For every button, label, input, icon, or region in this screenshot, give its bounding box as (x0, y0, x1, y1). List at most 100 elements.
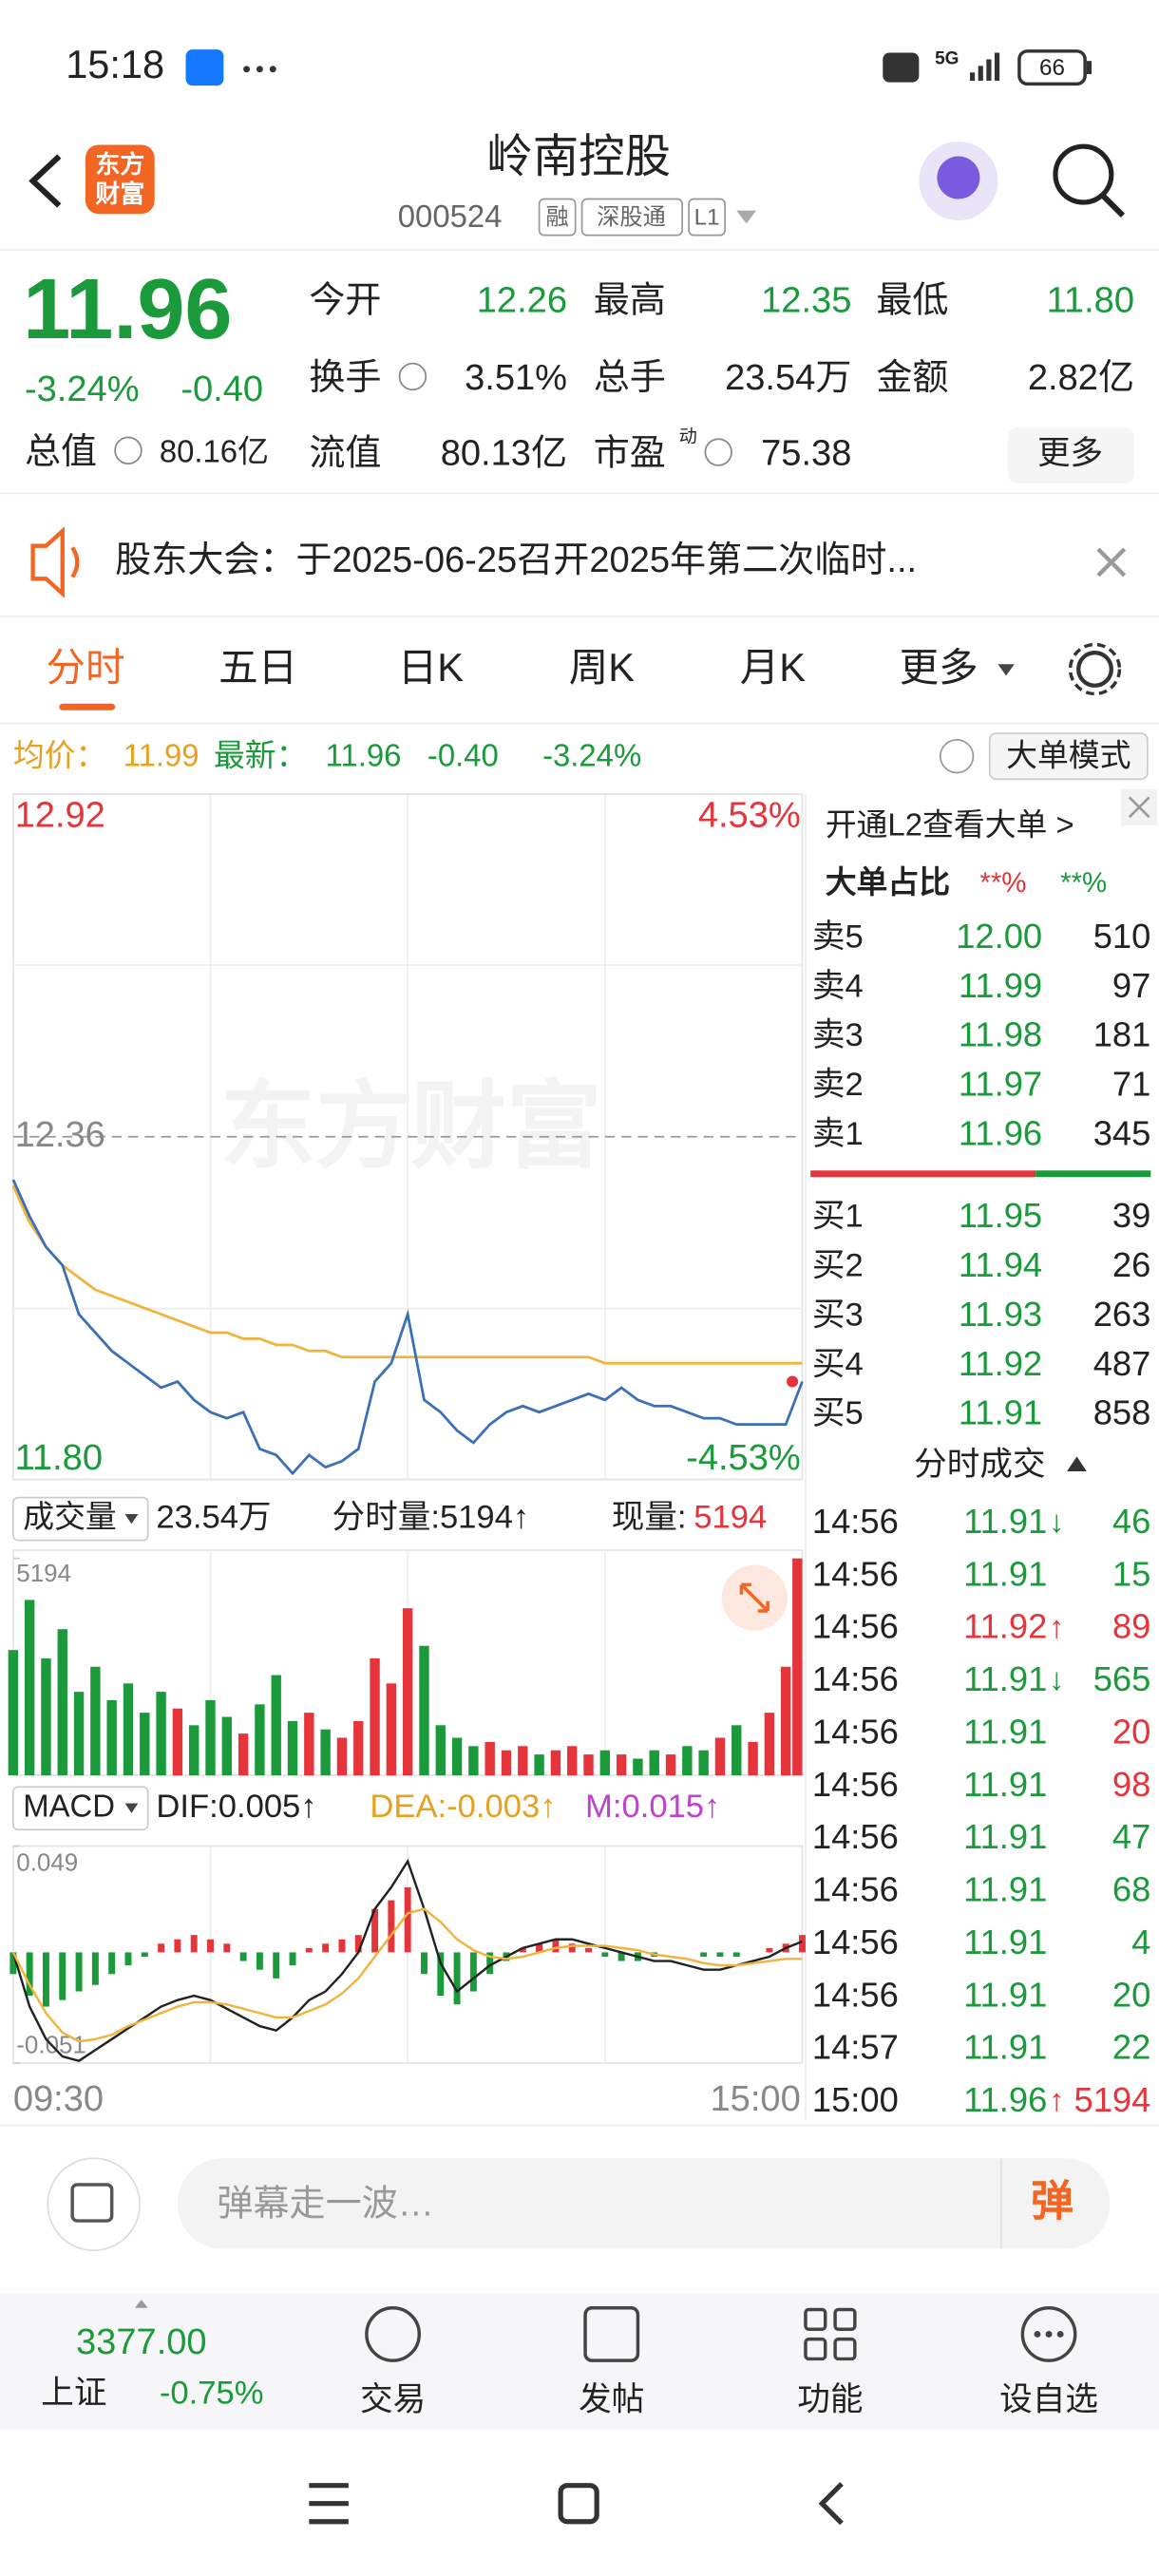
macd-bar (190, 1935, 198, 1953)
macd-bar (305, 1947, 313, 1953)
notice-text[interactable]: 股东大会：于2025-06-25召开2025年第二次临时... (115, 540, 917, 580)
macd-bar (207, 1939, 214, 1953)
trade-time: 14:56 (812, 1923, 899, 1961)
speaker-icon (30, 526, 65, 598)
clock: 15:18 (66, 42, 164, 86)
macd-selector[interactable] (11, 1786, 149, 1831)
nav-item[interactable]: 交易 (360, 2382, 426, 2418)
volume-bar (238, 1733, 249, 1776)
nav-item[interactable]: 功能 (797, 2382, 863, 2418)
back-key[interactable] (818, 2482, 844, 2526)
volume-bar (189, 1725, 200, 1776)
book-level: 卖5 (812, 919, 864, 955)
nav-item[interactable]: 设自选 (999, 2382, 1098, 2418)
volume-bar (732, 1725, 742, 1776)
function-icon[interactable] (804, 2307, 857, 2361)
book-level: 买5 (812, 1395, 864, 1431)
field-label: 最低 (876, 281, 948, 321)
tab[interactable]: 分时 (46, 645, 124, 690)
macd-bar (766, 1947, 773, 1953)
info-icon[interactable] (398, 362, 428, 391)
trade-icon[interactable] (365, 2306, 422, 2362)
search-button[interactable] (1053, 143, 1114, 205)
volume-bar (616, 1754, 627, 1776)
y-tick-label: 0.049 (16, 1849, 78, 1876)
latest-value: 11.96 (326, 738, 402, 773)
macd-label[interactable]: MACD (23, 1788, 115, 1823)
battery-tip (1086, 61, 1092, 75)
volume-bar (599, 1750, 611, 1776)
l2-link[interactable]: 开通L2查看大单 > (826, 806, 1074, 842)
watchlist-icon[interactable] (1020, 2306, 1077, 2362)
macd-bar (158, 1943, 165, 1953)
field-label: 总手 (594, 358, 666, 398)
more-button[interactable] (1007, 427, 1135, 483)
sell-strength (810, 1170, 1036, 1178)
volume-bar (419, 1645, 429, 1776)
index-value[interactable]: 3377.00 (76, 2322, 207, 2362)
collapse-arrow[interactable] (1067, 1456, 1087, 1471)
pct-label: 4.53% (698, 795, 801, 835)
volume-selector[interactable] (11, 1496, 149, 1542)
volume-total: 23.54万 (156, 1499, 271, 1535)
home-key[interactable] (558, 2483, 599, 2525)
volume-bar (435, 1725, 446, 1776)
volume-bar (156, 1692, 166, 1776)
macd-bar (799, 1935, 806, 1953)
macd-bar (354, 1935, 362, 1953)
volume-bar (123, 1683, 134, 1776)
post-icon[interactable] (583, 2306, 640, 2362)
trade-volume: 89 (1112, 1607, 1150, 1646)
trade-time: 14:56 (812, 1870, 899, 1909)
field-label: 总值 (25, 432, 97, 472)
settings-button[interactable] (1076, 651, 1113, 688)
volume-label[interactable]: 成交量 (23, 1499, 117, 1534)
menu-key[interactable] (309, 2483, 349, 2525)
y-tick-label: 5194 (16, 1561, 71, 1587)
avg-label: 均价： (13, 738, 107, 773)
macd-bar (716, 1952, 724, 1958)
tab[interactable]: 月K (740, 645, 807, 690)
macd-bar (404, 1886, 411, 1953)
trade-time: 14:57 (812, 2028, 899, 2067)
macd-bar (59, 1952, 66, 2000)
trade-price: 11.91 (963, 1765, 1047, 1804)
book-volume: 487 (1093, 1344, 1151, 1383)
help-icon[interactable] (939, 739, 975, 774)
comment-input[interactable] (177, 2158, 1111, 2249)
danmaku-button[interactable]: 弹 (1031, 2177, 1074, 2226)
book-level: 卖2 (812, 1067, 864, 1103)
nav-item[interactable]: 发帖 (579, 2382, 644, 2418)
tab[interactable]: 更多 (900, 645, 978, 690)
logo (85, 144, 155, 215)
comment-toggle[interactable] (47, 2157, 141, 2252)
tab[interactable]: 周K (569, 645, 636, 690)
volume-bar (255, 1704, 265, 1776)
tab[interactable]: 五日 (218, 645, 297, 690)
more-button-label[interactable]: 更多 (1037, 436, 1103, 472)
info-icon[interactable] (704, 438, 732, 466)
book-level: 卖1 (812, 1116, 864, 1152)
book-price: 11.99 (959, 966, 1042, 1005)
trade-direction: ↓ (1049, 1661, 1064, 1696)
dropdown-arrow[interactable] (736, 210, 757, 224)
mode-label[interactable]: 大单模式 (1006, 738, 1130, 773)
macd-bar (421, 1952, 428, 1975)
dropdown-arrow[interactable] (998, 664, 1015, 676)
field-label: 金额 (876, 358, 948, 398)
trades-title[interactable]: 分时成交 (914, 1447, 1045, 1483)
close-notice[interactable] (1096, 547, 1127, 578)
tab[interactable]: 日K (398, 645, 465, 690)
trade-price: 11.91 (963, 1502, 1047, 1541)
trade-volume: 5194 (1074, 2080, 1151, 2119)
mode-button[interactable] (988, 732, 1149, 781)
back-button[interactable] (28, 154, 62, 208)
trade-time: 14:56 (812, 1817, 899, 1856)
macd-bar (239, 1952, 247, 1961)
info-icon[interactable] (114, 436, 142, 465)
trade-price: 11.91 (963, 1659, 1047, 1698)
book-level: 买1 (812, 1199, 864, 1235)
comment-placeholder[interactable]: 弹幕走一波… (217, 2185, 433, 2225)
volume-bar (287, 1720, 298, 1776)
